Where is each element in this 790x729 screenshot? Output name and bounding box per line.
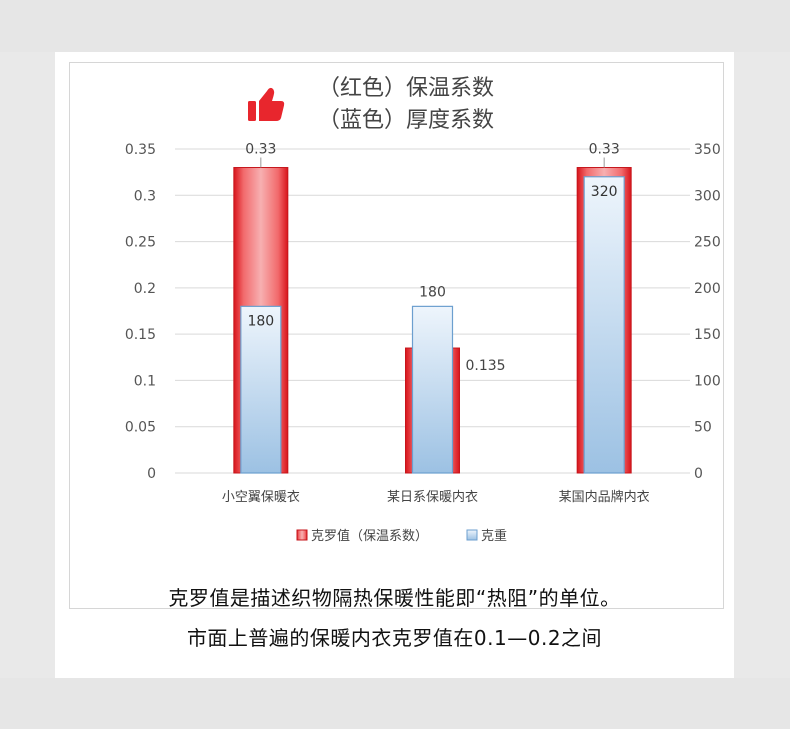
left-tick-label: 0.3 bbox=[134, 188, 156, 204]
bar-blue bbox=[413, 306, 453, 473]
bar-chart: 0 0.05 0.1 0.15 0.2 0.25 0.3 0.35 0 50 100 150 200 25… bbox=[70, 63, 723, 608]
red-data-label: 0.33 bbox=[589, 142, 620, 158]
chart-frame: 0 0.05 0.1 0.15 0.2 0.25 0.3 0.35 0 50 100 150 200 25… bbox=[69, 62, 724, 609]
legend-label-blue: 克重 bbox=[481, 528, 507, 544]
left-tick-label: 0.15 bbox=[125, 327, 156, 343]
bottom-band bbox=[0, 678, 790, 729]
legend-swatch-red bbox=[297, 530, 307, 540]
legend-swatch-blue bbox=[467, 530, 477, 540]
red-data-label: 0.33 bbox=[245, 142, 276, 158]
right-tick-label: 200 bbox=[694, 281, 721, 297]
bar-blue bbox=[241, 306, 281, 473]
right-tick-label: 100 bbox=[694, 373, 721, 389]
left-tick-label: 0.1 bbox=[134, 373, 156, 389]
right-tick-label: 50 bbox=[694, 420, 712, 436]
chart-title-line-1: （红色）保温系数 bbox=[318, 76, 494, 101]
bar-blue bbox=[584, 177, 624, 473]
right-tick-label: 300 bbox=[694, 188, 721, 204]
thumbs-up-icon bbox=[248, 88, 284, 121]
left-tick-label: 0.05 bbox=[125, 420, 156, 436]
right-tick-label: 0 bbox=[694, 466, 703, 482]
chart-title-line-2: （蓝色）厚度系数 bbox=[318, 108, 494, 133]
red-data-label: 0.135 bbox=[466, 358, 506, 374]
category-label: 某日系保暖内衣 bbox=[387, 489, 478, 505]
top-band bbox=[0, 0, 790, 52]
left-tick-label: 0 bbox=[147, 466, 156, 482]
category-label: 小空翼保暖衣 bbox=[222, 489, 300, 505]
legend-label-red: 克罗值（保温系数） bbox=[311, 528, 428, 544]
right-tick-label: 350 bbox=[694, 142, 721, 158]
right-tick-label: 150 bbox=[694, 327, 721, 343]
left-tick-label: 0.35 bbox=[125, 142, 156, 158]
caption-line-2: 市面上普遍的保暖内衣克罗值在0.1—0.2之间 bbox=[55, 622, 734, 651]
right-tick-label: 250 bbox=[694, 235, 721, 251]
blue-data-label: 180 bbox=[247, 313, 274, 329]
left-tick-label: 0.2 bbox=[134, 281, 156, 297]
blue-data-label: 320 bbox=[591, 184, 618, 200]
content-card: 0 0.05 0.1 0.15 0.2 0.25 0.3 0.35 0 50 100 150 200 25… bbox=[55, 52, 734, 678]
caption-line-1: 克罗值是描述织物隔热保暖性能即“热阻”的单位。 bbox=[55, 582, 734, 611]
category-label: 某国内品牌内衣 bbox=[559, 489, 650, 505]
left-tick-label: 0.25 bbox=[125, 235, 156, 251]
blue-data-label: 180 bbox=[419, 284, 446, 300]
